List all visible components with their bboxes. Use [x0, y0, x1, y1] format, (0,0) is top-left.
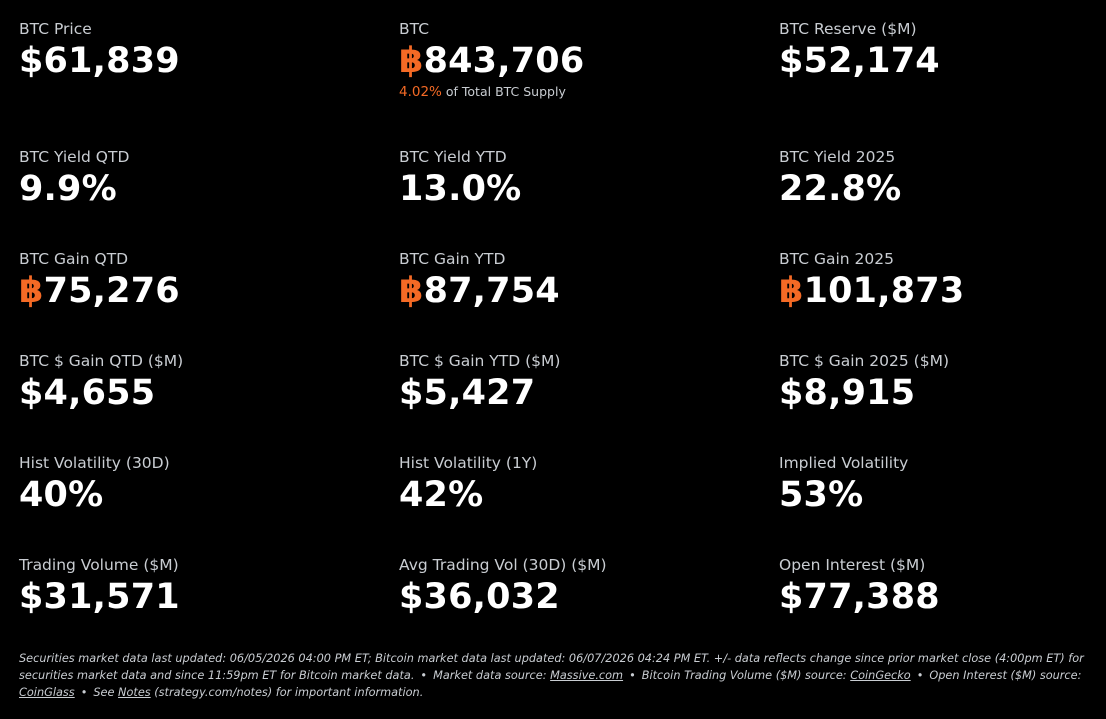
supply-share-percent: 4.02%	[399, 84, 442, 100]
oi-source-link[interactable]: CoinGlass	[19, 686, 75, 699]
market-source-label: Market data source:	[433, 669, 547, 682]
bitcoin-icon: ฿	[399, 41, 424, 81]
metric-label: BTC	[399, 20, 430, 38]
metric-number: 87,754	[423, 271, 560, 311]
metric-label: BTC Yield YTD	[399, 148, 507, 166]
metric-number: 843,706	[423, 41, 585, 81]
supply-share-text: of Total BTC Supply	[445, 84, 566, 99]
footnote-bullet: •	[916, 669, 924, 682]
metric-open-interest: Open Interest ($M) $77,388	[779, 554, 1106, 618]
metric-value: ฿75,276	[19, 270, 379, 312]
metric-value: ฿87,754	[399, 270, 759, 312]
metric-value: $4,655	[19, 373, 156, 413]
metric-label: Hist Volatility (1Y)	[399, 454, 538, 472]
oi-source-label: Open Interest ($M) source:	[929, 669, 1082, 682]
metric-value: $77,388	[779, 577, 940, 617]
metrics-row: BTC $ Gain QTD ($M) $4,655 BTC $ Gain YT…	[19, 350, 1099, 452]
metrics-row: BTC Price $61,839 BTC ฿843,706 4.02% of …	[19, 18, 1099, 146]
metric-btc-yield-2025: BTC Yield 2025 22.8%	[779, 146, 1106, 210]
metric-label: Trading Volume ($M)	[19, 556, 179, 574]
metric-value: 9.9%	[19, 169, 117, 209]
metric-label: BTC Yield 2025	[779, 148, 896, 166]
metric-value: $5,427	[399, 373, 536, 413]
market-source-link[interactable]: Massive.com	[550, 669, 624, 682]
metric-label: BTC Gain YTD	[399, 250, 506, 268]
metric-btc-gain-qtd: BTC Gain QTD ฿75,276	[19, 248, 379, 312]
metrics-row: Trading Volume ($M) $31,571 Avg Trading …	[19, 554, 1099, 656]
metric-label: BTC Price	[19, 20, 92, 38]
metric-value: 53%	[779, 475, 864, 515]
metric-btc-yield-ytd: BTC Yield YTD 13.0%	[399, 146, 759, 210]
metrics-row: BTC Yield QTD 9.9% BTC Yield YTD 13.0% B…	[19, 146, 1099, 248]
metric-value: $36,032	[399, 577, 560, 617]
metric-value: $8,915	[779, 373, 916, 413]
metrics-row: BTC Gain QTD ฿75,276 BTC Gain YTD ฿87,75…	[19, 248, 1099, 350]
metric-value: $61,839	[19, 41, 180, 81]
metric-label: BTC Gain 2025	[779, 250, 894, 268]
metric-avg-trading-volume: Avg Trading Vol (30D) ($M) $36,032	[399, 554, 759, 618]
metric-label: Hist Volatility (30D)	[19, 454, 170, 472]
metric-value: ฿101,873	[779, 270, 1106, 312]
metric-btc-gain-2025: BTC Gain 2025 ฿101,873	[779, 248, 1106, 312]
supply-share: 4.02% of Total BTC Supply	[399, 84, 759, 100]
metric-btc-price: BTC Price $61,839	[19, 18, 379, 82]
notes-prefix: See	[93, 686, 115, 699]
metric-value: $31,571	[19, 577, 180, 617]
footnote-bullet: •	[80, 686, 88, 699]
metric-btc-reserve: BTC Reserve ($M) $52,174	[779, 18, 1106, 82]
footnote-bullet: •	[420, 669, 428, 682]
bitcoin-icon: ฿	[399, 271, 424, 311]
metric-value: 22.8%	[779, 169, 902, 209]
metric-hist-volatility-30d: Hist Volatility (30D) 40%	[19, 452, 379, 516]
metric-value: 42%	[399, 475, 484, 515]
metric-btc-dollar-gain-qtd: BTC $ Gain QTD ($M) $4,655	[19, 350, 379, 414]
metric-label: Avg Trading Vol (30D) ($M)	[399, 556, 607, 574]
metrics-grid: BTC Price $61,839 BTC ฿843,706 4.02% of …	[19, 18, 1099, 656]
metric-value: ฿843,706	[399, 40, 759, 82]
metric-label: BTC $ Gain YTD ($M)	[399, 352, 561, 370]
metric-label: BTC Gain QTD	[19, 250, 129, 268]
metric-btc-dollar-gain-2025: BTC $ Gain 2025 ($M) $8,915	[779, 350, 1106, 414]
metric-implied-volatility: Implied Volatility 53%	[779, 452, 1106, 516]
volume-source-link[interactable]: CoinGecko	[850, 669, 911, 682]
metric-number: 75,276	[43, 271, 180, 311]
footnote-updated-text: Securities market data last updated: 06/…	[19, 652, 1084, 682]
notes-link[interactable]: Notes	[118, 686, 151, 699]
metric-btc-yield-qtd: BTC Yield QTD 9.9%	[19, 146, 379, 210]
metric-number: 101,873	[803, 271, 965, 311]
bitcoin-icon: ฿	[19, 271, 44, 311]
metric-label: BTC Reserve ($M)	[779, 20, 917, 38]
metric-btc-holdings: BTC ฿843,706 4.02% of Total BTC Supply	[399, 18, 759, 100]
metric-label: Implied Volatility	[779, 454, 909, 472]
footnote: Securities market data last updated: 06/…	[19, 650, 1094, 701]
metric-hist-volatility-1y: Hist Volatility (1Y) 42%	[399, 452, 759, 516]
metric-btc-gain-ytd: BTC Gain YTD ฿87,754	[399, 248, 759, 312]
metric-label: Open Interest ($M)	[779, 556, 926, 574]
metric-label: BTC $ Gain 2025 ($M)	[779, 352, 950, 370]
metric-value: 13.0%	[399, 169, 522, 209]
metric-value: 40%	[19, 475, 104, 515]
volume-source-label: Bitcoin Trading Volume ($M) source:	[641, 669, 847, 682]
metric-label: BTC Yield QTD	[19, 148, 130, 166]
metric-value: $52,174	[779, 41, 940, 81]
metric-label: BTC $ Gain QTD ($M)	[19, 352, 184, 370]
bitcoin-icon: ฿	[779, 271, 804, 311]
notes-suffix: (strategy.com/notes) for important infor…	[154, 686, 424, 699]
footnote-bullet: •	[629, 669, 636, 682]
metrics-row: Hist Volatility (30D) 40% Hist Volatilit…	[19, 452, 1099, 554]
metric-btc-dollar-gain-ytd: BTC $ Gain YTD ($M) $5,427	[399, 350, 759, 414]
metric-trading-volume: Trading Volume ($M) $31,571	[19, 554, 379, 618]
